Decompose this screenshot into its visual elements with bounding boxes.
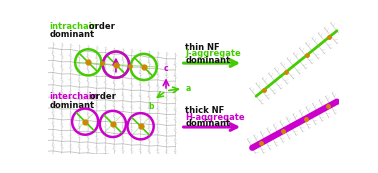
Text: H-aggregate: H-aggregate (185, 113, 245, 122)
Text: c: c (164, 64, 168, 73)
Text: order: order (86, 21, 115, 30)
Text: dominant: dominant (185, 56, 230, 65)
Text: order: order (87, 92, 116, 101)
Text: dominant: dominant (185, 119, 230, 128)
Text: thin NF: thin NF (185, 43, 220, 52)
Text: intrachain: intrachain (50, 21, 98, 30)
Text: interchain: interchain (50, 92, 99, 101)
Text: thick NF: thick NF (185, 106, 225, 115)
Text: b: b (149, 102, 154, 111)
Text: dominant: dominant (50, 101, 95, 110)
Text: dominant: dominant (50, 30, 95, 39)
Text: a: a (185, 84, 191, 93)
Text: J-aggregate: J-aggregate (185, 49, 241, 58)
